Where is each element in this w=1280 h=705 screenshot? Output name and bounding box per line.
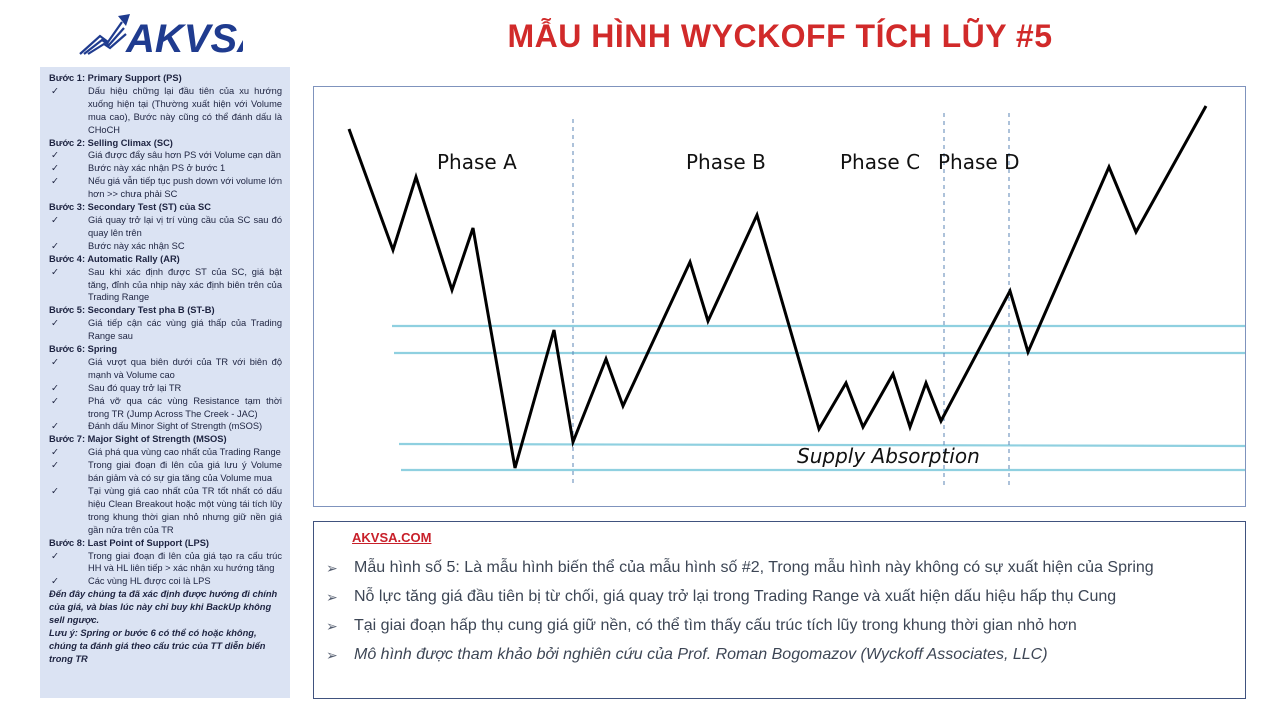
note-text: Nỗ lực tăng giá đầu tiên bị từ chối, giá… <box>354 588 1117 605</box>
bullet-text: Bước này xác nhận PS ở bước 1 <box>88 163 226 174</box>
step-bullet: ✓ Trong giai đoạn đi lên của giá tạo ra c… <box>49 550 282 576</box>
step-title: Bước 8: Last Point of Support (LPS) <box>49 537 210 548</box>
diagram-svg: Phase A Phase B Phase C Phase D Supply A… <box>347 105 1246 486</box>
phase-d-label: Phase D <box>938 150 1019 174</box>
checkmark-icon: ✓ <box>51 486 59 496</box>
arrow-bullet-icon: ➢ <box>326 589 338 605</box>
step-title: Bước 1: Primary Support (PS) <box>49 73 182 83</box>
step-bullet: ✓ Giá được đẩy sâu hơn PS với Volume cạn … <box>49 149 282 162</box>
step-bullet: ✓ Các vùng HL được coi là LPS <box>49 575 282 588</box>
arrow-bullet-icon: ➢ <box>326 618 338 634</box>
logo-graphic: AKVSA <box>79 14 266 61</box>
bullet-text: Giá tiếp cận các vùng giá thấp của Tradi… <box>88 318 282 342</box>
step-bullet: ✓ Sau đó quay trở lại TR <box>49 382 282 395</box>
checkmark-icon: ✓ <box>51 382 59 393</box>
checkmark-icon: ✓ <box>51 266 59 277</box>
checkmark-icon: ✓ <box>51 214 59 225</box>
step-bullet: ✓ Sau khi xác định được ST của SC, giá bậ… <box>49 266 282 305</box>
bullet-text: Giá được đẩy sâu hơn PS với Volume cạn d… <box>88 150 281 161</box>
note-text: Tại giai đoạn hấp thụ cung giá giữ nền, … <box>354 617 1077 634</box>
supply-absorption-label: Supply Absorption <box>797 444 980 468</box>
notes-list: ➢ Mẫu hình số 5: Là mẫu hình biến thể của… <box>326 559 1226 675</box>
bullet-text: Đánh dấu Minor Sight of Strength (mSOS) <box>88 421 263 432</box>
note-item: ➢ Nỗ lực tăng giá đầu tiên bị từ chối, gi… <box>326 588 1226 617</box>
step-bullet: ✓ Dấu hiệu chững lại đầu tiên của xu hướn… <box>49 85 282 137</box>
checkmark-icon: ✓ <box>51 576 59 587</box>
price-path <box>347 105 1208 469</box>
bullet-text: Các vùng HL được coi là LPS <box>88 576 211 587</box>
step-bullet: ✓ Giá tiếp cận các vùng giá thấp của Trad… <box>49 317 282 343</box>
step-bullet: ✓ Bước này xác nhận PS ở bước 1 <box>49 162 282 175</box>
logo-text: AKVSA <box>125 17 243 60</box>
checkmark-icon: ✓ <box>51 356 59 367</box>
checkmark-icon: ✓ <box>51 550 59 561</box>
step-title: Bước 3: Secondary Test (ST) của SC <box>49 202 211 213</box>
bullet-text: Giá quay trở lại vị trí vùng cầu của SC … <box>88 214 282 238</box>
checkmark-icon: ✓ <box>51 460 59 471</box>
bullet-text: Bước này xác nhận SC <box>88 240 185 251</box>
bullet-text: Giá vượt qua biên dưới của TR với biên đ… <box>88 356 282 380</box>
range-bottom-line-1 <box>398 442 1246 448</box>
checkmark-icon: ✓ <box>51 85 59 96</box>
bullet-text: Tại vùng giá cao nhất của TR tốt nhất có… <box>88 486 282 535</box>
note-item: ➢ Mô hình được tham khảo bởi nghiên cứu c… <box>326 646 1226 675</box>
step-bullet: ✓ Giá quay trở lại vị trí vùng cầu của SC… <box>49 214 282 240</box>
step-bullet: ✓ Tại vùng giá cao nhất của TR tốt nhất c… <box>49 485 282 537</box>
bullet-text: Phá vỡ qua các vùng Resistance tạm thời … <box>88 395 282 419</box>
sidebar-note2: Lưu ý: Spring or bước 6 có thể có hoặc k… <box>49 627 266 664</box>
arrow-bullet-icon: ➢ <box>326 647 338 663</box>
akvsa-logo: AKVSA <box>78 8 266 61</box>
step-title: Bước 7: Major Sight of Strength (MSOS) <box>49 434 227 445</box>
note-text: Mô hình được tham khảo bởi nghiên cứu củ… <box>354 646 1048 663</box>
step-title: Bước 5: Secondary Test pha B (ST-B) <box>49 305 215 316</box>
phase-b-label: Phase B <box>686 150 766 174</box>
checkmark-icon: ✓ <box>51 447 59 458</box>
bullet-text: Trong giai đoạn đi lên của giá tạo ra cấ… <box>88 550 282 574</box>
checkmark-icon: ✓ <box>51 318 59 329</box>
step-bullet: ✓ Giá vượt qua biên dưới của TR với biên … <box>49 356 282 382</box>
checkmark-icon: ✓ <box>51 150 59 161</box>
step-bullet: ✓ Bước này xác nhận SC <box>49 240 282 253</box>
info-panel: AKVSA.COM ➢ Mẫu hình số 5: Là mẫu hình bi… <box>313 521 1246 699</box>
bullet-text: Giá phá qua vùng cao nhất của Trading Ra… <box>88 447 281 458</box>
step-bullet: ✓ Trong giai đoạn đi lên của giá lưu ý Vo… <box>49 459 282 485</box>
page-title-text: MẪU HÌNH WYCKOFF TÍCH LŨY #5 <box>507 18 1053 54</box>
step-bullet: ✓ Đánh dấu Minor Sight of Strength (mSOS) <box>49 420 282 433</box>
step-bullet: ✓ Phá vỡ qua các vùng Resistance tạm thời… <box>49 395 282 421</box>
sidebar-note1: Đến đây chúng ta đã xác định được hướng … <box>49 589 278 626</box>
arrow-bullet-icon: ➢ <box>326 560 338 576</box>
phase-c-label: Phase C <box>840 150 920 174</box>
checkmark-icon: ✓ <box>51 176 59 187</box>
bullet-text: Sau đó quay trở lại TR <box>88 382 182 393</box>
phase-a-label: Phase A <box>437 150 517 174</box>
source-link[interactable]: AKVSA.COM <box>352 530 432 545</box>
bullet-text: Trong giai đoạn đi lên của giá lưu ý Vol… <box>88 460 282 484</box>
step-title: Bước 6: Spring <box>49 344 118 355</box>
bullet-text: Dấu hiệu chững lại đầu tiên của xu hướng… <box>88 85 282 135</box>
steps-sidebar: Bước 1: Primary Support (PS) ✓ Dấu hiệu ch… <box>40 67 290 698</box>
step-bullet: ✓ Giá phá qua vùng cao nhất của Trading R… <box>49 446 282 459</box>
step-bullet: ✓ Nếu giá vẫn tiếp tục push down với volu… <box>49 175 282 201</box>
note-item: ➢ Tại giai đoạn hấp thụ cung giá giữ nền,… <box>326 617 1226 646</box>
note-item: ➢ Mẫu hình số 5: Là mẫu hình biến thể của… <box>326 559 1226 588</box>
bullet-text: Nếu giá vẫn tiếp tục push down với volum… <box>88 176 282 200</box>
checkmark-icon: ✓ <box>51 240 59 251</box>
note-text: Mẫu hình số 5: Là mẫu hình biến thể của … <box>354 559 1154 576</box>
wyckoff-diagram: Phase A Phase B Phase C Phase D Supply A… <box>313 86 1246 507</box>
checkmark-icon: ✓ <box>51 395 59 406</box>
step-title: Bước 2: Selling Climax (SC) <box>49 137 173 148</box>
checkmark-icon: ✓ <box>51 163 59 174</box>
checkmark-icon: ✓ <box>51 421 59 432</box>
bullet-text: Sau khi xác định được ST của SC, giá bật… <box>88 266 282 303</box>
step-title: Bước 4: Automatic Rally (AR) <box>49 253 180 264</box>
